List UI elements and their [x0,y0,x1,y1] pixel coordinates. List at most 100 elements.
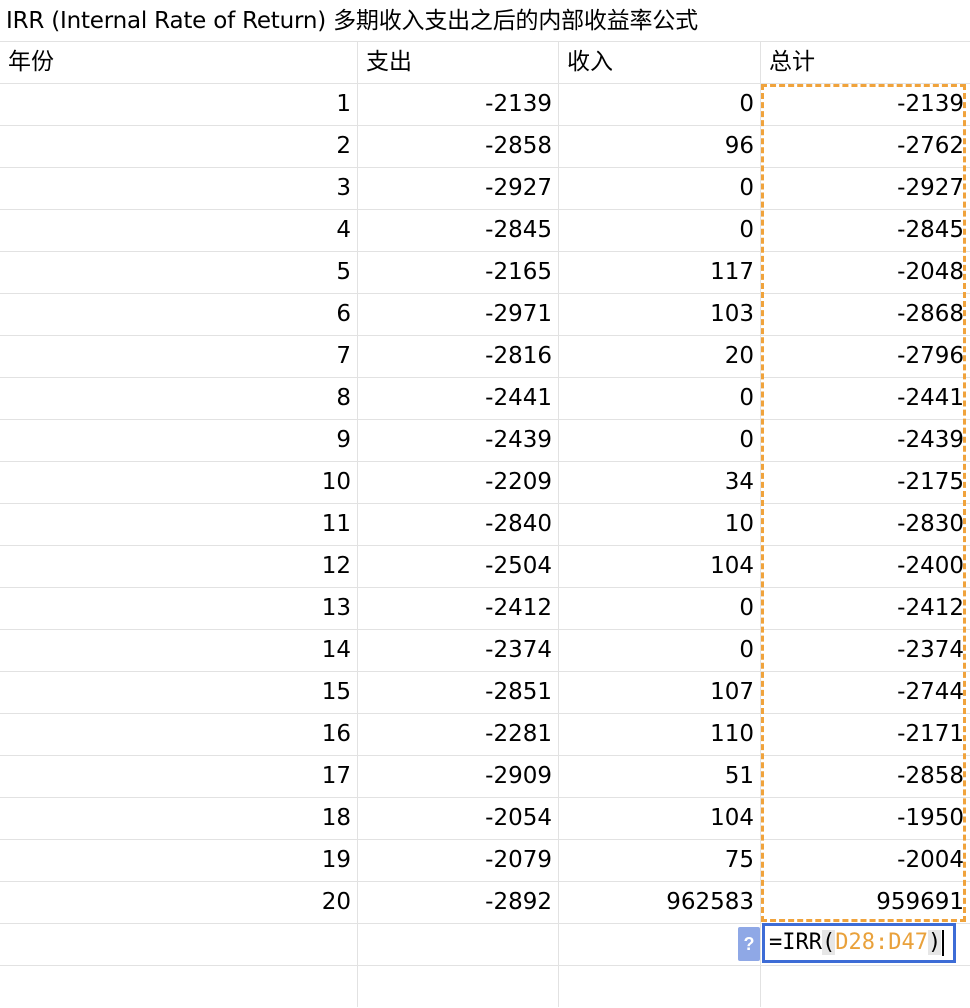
year-cell[interactable]: 12 [0,546,358,587]
year-cell[interactable]: 7 [0,336,358,377]
total-cell[interactable]: 959691 [876,889,964,915]
year-cell[interactable]: 11 [0,504,358,545]
table-row: 12 -2504 104 -2400 [0,546,970,588]
total-cell[interactable]: -2868 [897,301,964,327]
formula-open-paren: ( [821,930,836,955]
total-cell[interactable]: -2439 [897,427,964,453]
total-cell[interactable]: -2927 [897,175,964,201]
empty-cell[interactable] [761,966,970,1007]
table-row: 9 -2439 0 -2439 [0,420,970,462]
empty-cell[interactable] [0,924,358,965]
year-cell[interactable]: 16 [0,714,358,755]
expense-cell[interactable]: -2441 [358,378,559,419]
total-cell[interactable]: -2858 [897,763,964,789]
expense-cell[interactable]: -2054 [358,798,559,839]
empty-cell[interactable] [559,924,761,965]
expense-cell[interactable]: -2139 [358,84,559,125]
income-cell[interactable]: 107 [559,672,761,713]
expense-cell[interactable]: -2504 [358,546,559,587]
total-cell[interactable]: -2744 [897,679,964,705]
income-cell[interactable]: 0 [559,420,761,461]
expense-cell[interactable]: -2439 [358,420,559,461]
total-cell[interactable]: -2830 [897,511,964,537]
formula-function: =IRR [769,930,822,955]
expense-cell[interactable]: -2927 [358,168,559,209]
expense-cell[interactable]: -2281 [358,714,559,755]
empty-cell[interactable] [559,966,761,1007]
income-cell[interactable]: 110 [559,714,761,755]
income-cell[interactable]: 0 [559,84,761,125]
expense-cell[interactable]: -2858 [358,126,559,167]
income-cell[interactable]: 962583 [559,882,761,923]
year-cell[interactable]: 6 [0,294,358,335]
total-cell[interactable]: -2175 [897,469,964,495]
total-cell[interactable]: -2845 [897,217,964,243]
year-cell[interactable]: 10 [0,462,358,503]
income-cell[interactable]: 103 [559,294,761,335]
header-year[interactable]: 年份 [0,42,358,83]
year-cell[interactable]: 18 [0,798,358,839]
income-cell[interactable]: 117 [559,252,761,293]
total-cell[interactable]: -2004 [897,847,964,873]
total-cell[interactable]: -2171 [897,721,964,747]
year-cell[interactable]: 14 [0,630,358,671]
expense-cell[interactable]: -2840 [358,504,559,545]
formula-editor[interactable]: =IRR(D28:D47) [762,923,956,963]
total-cell[interactable]: -1950 [897,805,964,831]
expense-cell[interactable]: -2816 [358,336,559,377]
year-cell[interactable]: 20 [0,882,358,923]
table-row: 15 -2851 107 -2744 [0,672,970,714]
expense-cell[interactable]: -2079 [358,840,559,881]
empty-cell[interactable] [358,966,559,1007]
year-cell[interactable]: 15 [0,672,358,713]
income-cell[interactable]: 0 [559,630,761,671]
expense-cell[interactable]: -2909 [358,756,559,797]
income-cell[interactable]: 34 [559,462,761,503]
expense-cell[interactable]: -2412 [358,588,559,629]
expense-cell[interactable]: -2374 [358,630,559,671]
income-cell[interactable]: 51 [559,756,761,797]
total-cell[interactable]: -2400 [897,553,964,579]
header-expense[interactable]: 支出 [358,42,559,83]
income-cell[interactable]: 104 [559,546,761,587]
total-cell[interactable]: -2762 [897,133,964,159]
total-cell[interactable]: -2441 [897,385,964,411]
empty-cell[interactable] [0,966,358,1007]
income-cell[interactable]: 0 [559,210,761,251]
total-cell[interactable]: -2412 [897,595,964,621]
expense-cell[interactable]: -2892 [358,882,559,923]
year-cell[interactable]: 19 [0,840,358,881]
year-cell[interactable]: 5 [0,252,358,293]
income-cell[interactable]: 0 [559,378,761,419]
year-cell[interactable]: 3 [0,168,358,209]
year-cell[interactable]: 4 [0,210,358,251]
income-cell[interactable]: 0 [559,168,761,209]
empty-cell[interactable] [358,924,559,965]
income-cell[interactable]: 104 [559,798,761,839]
expense-cell[interactable]: -2165 [358,252,559,293]
expense-cell[interactable]: -2971 [358,294,559,335]
expense-cell[interactable]: -2851 [358,672,559,713]
income-cell[interactable]: 0 [559,588,761,629]
income-cell[interactable]: 10 [559,504,761,545]
year-cell[interactable]: 8 [0,378,358,419]
year-cell[interactable]: 13 [0,588,358,629]
spreadsheet-grid: 年份 支出 收入 总计 1 -2139 0 -2139 2 -2858 96 -2762 3 -2… [0,42,970,1008]
total-cell[interactable]: -2048 [897,259,964,285]
income-cell[interactable]: 96 [559,126,761,167]
expense-cell[interactable]: -2209 [358,462,559,503]
total-cell[interactable]: -2139 [897,91,964,117]
year-cell[interactable]: 9 [0,420,358,461]
income-cell[interactable]: 75 [559,840,761,881]
formula-help-icon[interactable]: ? [738,927,760,961]
year-cell[interactable]: 2 [0,126,358,167]
total-cell[interactable]: -2374 [897,637,964,663]
header-income[interactable]: 收入 [559,42,761,83]
expense-cell[interactable]: -2845 [358,210,559,251]
income-cell[interactable]: 20 [559,336,761,377]
table-row: 6 -2971 103 -2868 [0,294,970,336]
year-cell[interactable]: 17 [0,756,358,797]
total-cell[interactable]: -2796 [897,343,964,369]
year-cell[interactable]: 1 [0,84,358,125]
header-total[interactable]: 总计 [769,49,815,75]
